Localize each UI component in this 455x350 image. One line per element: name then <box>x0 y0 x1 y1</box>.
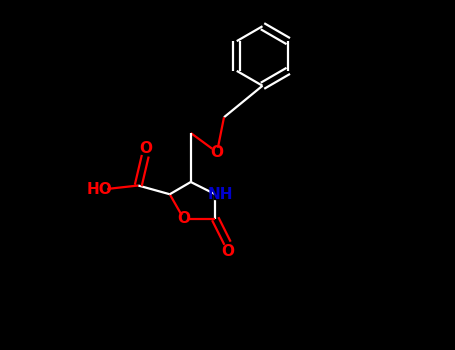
Text: O: O <box>139 141 152 155</box>
Text: O: O <box>221 245 234 259</box>
Bar <box>180 215 187 223</box>
Text: NH: NH <box>208 187 233 202</box>
Text: O: O <box>211 145 223 160</box>
Bar <box>142 144 149 152</box>
Bar <box>212 148 222 157</box>
Bar <box>213 190 228 199</box>
Bar <box>92 185 106 193</box>
Bar <box>224 248 231 256</box>
Text: O: O <box>177 211 190 226</box>
Text: HO: HO <box>86 182 112 196</box>
